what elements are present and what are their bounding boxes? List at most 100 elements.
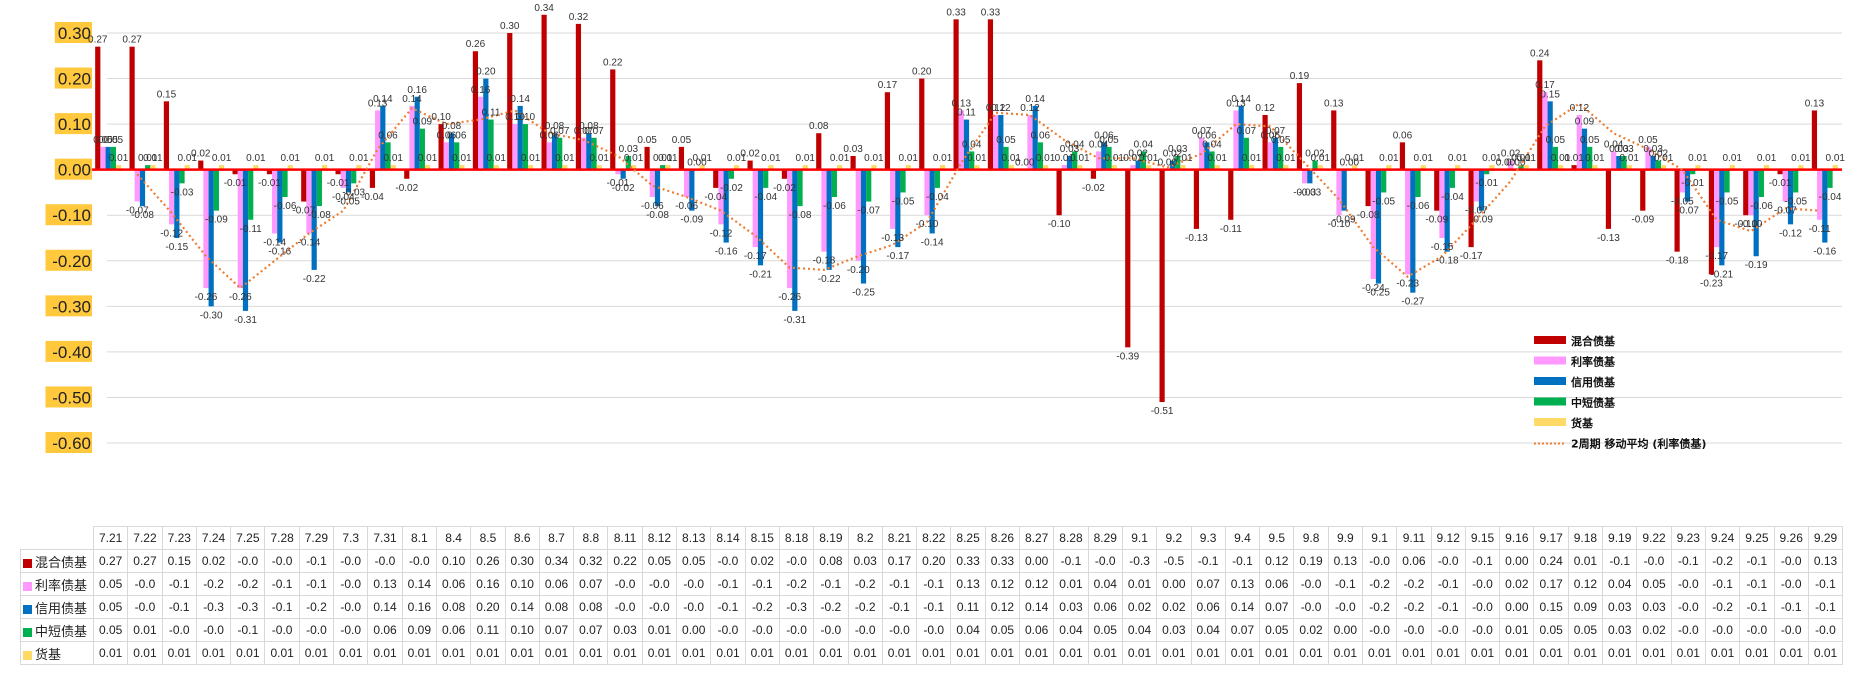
- data-label: -0.25: [1367, 288, 1390, 299]
- data-label: 0.02: [191, 149, 211, 160]
- data-label: 0.32: [569, 12, 589, 23]
- data-label: 0.01: [1276, 153, 1296, 164]
- table-cell: 0.01: [92, 641, 129, 665]
- bar: [1621, 156, 1627, 170]
- data-label: -0.06: [675, 201, 698, 212]
- bar: [836, 165, 843, 170]
- bar: [443, 142, 449, 170]
- data-label: 0.03: [619, 144, 639, 155]
- bar: [1193, 169, 1200, 229]
- table-cell: -0.0: [1704, 618, 1741, 642]
- table-cell: 0.22: [607, 549, 643, 573]
- table-cell: -0.5: [1156, 549, 1192, 573]
- table-cell: 0.05: [1567, 618, 1604, 642]
- bar: [733, 165, 740, 170]
- table-cell: 0.01: [813, 641, 849, 665]
- table-cell: 0.10: [435, 549, 472, 573]
- data-label: 0.01: [383, 153, 403, 164]
- data-label: 0.27: [88, 35, 108, 46]
- table-cell: 0.04: [1053, 618, 1089, 642]
- bar: [1302, 169, 1308, 184]
- bar: [409, 105, 415, 170]
- data-label: -0.22: [818, 274, 841, 285]
- bar: [1439, 169, 1445, 238]
- table-cell: 0.01: [435, 641, 472, 665]
- table-cell: -0.1: [710, 595, 746, 619]
- bar: [586, 133, 592, 170]
- bar: [1204, 142, 1210, 170]
- bar: [1817, 169, 1823, 220]
- data-label: -0.18: [1666, 256, 1689, 267]
- table-cell: 0.01: [1259, 641, 1295, 665]
- table-cell: -0.0: [333, 549, 369, 573]
- data-label: -0.06: [823, 201, 846, 212]
- bar: [145, 165, 151, 170]
- table-cell: -0.1: [1739, 595, 1775, 619]
- bar: [248, 169, 254, 220]
- table-header-cell: 9.23: [1670, 526, 1706, 550]
- table-cell: -0.0: [1464, 572, 1501, 596]
- bar: [557, 137, 563, 170]
- bar: [282, 169, 288, 197]
- ytick-highlight: [45, 386, 92, 408]
- data-label: -0.05: [1716, 196, 1739, 207]
- table-cell: 0.07: [1224, 618, 1261, 642]
- table-cell: -0.1: [1224, 549, 1261, 573]
- table-cell: -0.0: [1773, 618, 1809, 642]
- data-label: 0.01: [521, 153, 541, 164]
- table-cell: 0.09: [401, 618, 437, 642]
- bar: [1695, 165, 1701, 170]
- moving-average-trendline: [136, 102, 1820, 290]
- data-label: 0.01: [1448, 153, 1468, 164]
- table-cell: -0.1: [1602, 549, 1638, 573]
- table-row: 利率债基 0.05 -0.0 -0.1 -0.2 -0.2 -0.1 -0.1 -0.0 0.13…: [20, 572, 1844, 596]
- table-header-cell: 8.5: [470, 526, 506, 550]
- data-label: 0.01: [1001, 153, 1021, 164]
- bar: [860, 169, 867, 284]
- bar: [1228, 169, 1234, 220]
- table-cell: 0.01: [1430, 641, 1466, 665]
- table-cell: -0.1: [1430, 595, 1466, 619]
- table-header-cell: 8.22: [916, 526, 952, 550]
- bar: [1787, 169, 1794, 225]
- bar: [649, 169, 655, 197]
- table-cell: -0.0: [1464, 595, 1501, 619]
- bar: [699, 165, 705, 170]
- bar: [448, 133, 455, 170]
- table-cell: 0.06: [435, 618, 472, 642]
- bar: [1581, 128, 1588, 170]
- data-label: 0.01: [1688, 153, 1708, 164]
- table-header-cell: 9.12: [1430, 526, 1466, 550]
- table-cell: 0.12: [984, 595, 1021, 619]
- bar: [105, 146, 111, 170]
- table-header-cell: 8.1: [401, 526, 437, 550]
- bar: [507, 33, 513, 170]
- bar: [184, 165, 190, 170]
- bar: [781, 169, 788, 179]
- bar: [1444, 169, 1450, 252]
- data-label: 0.08: [579, 121, 599, 132]
- data-label: 0.05: [1580, 135, 1600, 146]
- data-label: 0.06: [1393, 130, 1413, 141]
- table-cell: -0.0: [881, 618, 918, 642]
- data-label: 0.01: [143, 153, 163, 164]
- table-cell: -0.1: [1739, 549, 1775, 573]
- data-label: -0.03: [171, 187, 194, 198]
- data-label: -0.01: [327, 178, 350, 189]
- table-header-cell: 8.6: [504, 526, 540, 550]
- bar: [792, 169, 798, 311]
- bar: [1209, 151, 1215, 170]
- table-cell: 0.00: [1327, 618, 1363, 642]
- data-label: 0.05: [996, 135, 1016, 146]
- data-label: 0.10: [431, 112, 451, 123]
- table-header-cell: 9.22: [1636, 526, 1672, 550]
- table-cell: 0.05: [641, 549, 678, 573]
- data-label: 0.13: [1324, 98, 1344, 109]
- data-label: 0.14: [1025, 94, 1045, 105]
- table-cell: -0.1: [298, 572, 335, 596]
- bar: [581, 137, 587, 170]
- bar: [1420, 165, 1426, 170]
- bar: [541, 14, 547, 170]
- data-label: 0.24: [1530, 48, 1550, 59]
- data-label: -0.14: [921, 237, 944, 248]
